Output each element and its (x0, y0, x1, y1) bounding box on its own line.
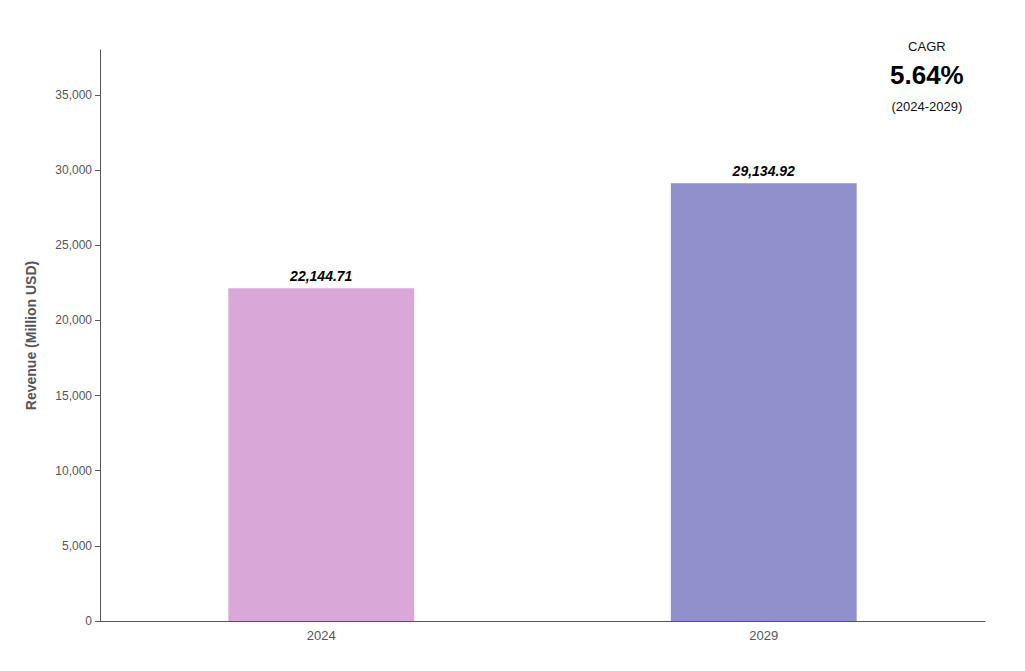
svg-text:35,000: 35,000 (55, 88, 92, 102)
svg-text:15,000: 15,000 (55, 389, 92, 403)
svg-text:30,000: 30,000 (55, 163, 92, 177)
svg-text:22,144.71: 22,144.71 (289, 268, 352, 284)
svg-text:25,000: 25,000 (55, 238, 92, 252)
svg-text:0: 0 (85, 614, 92, 628)
svg-text:10,000: 10,000 (55, 464, 92, 478)
svg-text:2029: 2029 (749, 628, 778, 643)
svg-text:29,134.92: 29,134.92 (732, 163, 795, 179)
svg-text:5.64%: 5.64% (890, 60, 964, 90)
svg-text:CAGR: CAGR (908, 39, 946, 54)
svg-text:2024: 2024 (307, 628, 336, 643)
svg-text:20,000: 20,000 (55, 313, 92, 327)
svg-text:(2024-2029): (2024-2029) (891, 99, 962, 114)
svg-text:Revenue (Million USD): Revenue (Million USD) (23, 261, 39, 410)
svg-text:5,000: 5,000 (62, 539, 92, 553)
